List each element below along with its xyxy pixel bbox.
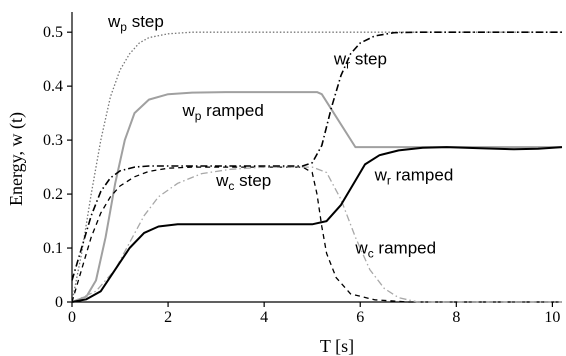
x-tick-label: 10	[544, 309, 560, 326]
annotation-label: wp ramped	[181, 101, 263, 123]
annotation-label: wr step	[333, 50, 387, 72]
series-line-wp-ramped	[71, 91, 562, 303]
y-tick-label: 0.5	[43, 24, 63, 41]
y-tick-label: 0.3	[43, 132, 63, 149]
y-tick-label: 0.1	[43, 240, 63, 257]
x-tick-label: 2	[164, 309, 172, 326]
series-line-wp-step	[71, 31, 562, 303]
ticks: 0 2 4 6 8 10 0 0.1 0.2 0.3 0.4 0.5	[43, 24, 560, 326]
annotation-label: wc step	[215, 171, 271, 193]
y-tick-label: 0	[55, 294, 63, 311]
series-line-wc-ramped	[71, 166, 562, 303]
annotation-label: wp step	[107, 12, 164, 34]
x-tick-label: 4	[260, 309, 268, 326]
x-axis-title: T [s]	[320, 336, 354, 356]
series-line-wr-ramped	[71, 146, 563, 303]
series-line-wr-step	[71, 31, 562, 281]
axes	[71, 12, 562, 303]
x-tick-label: 6	[356, 309, 364, 326]
series-line-wc-step	[71, 166, 562, 303]
annotation-label: wc ramped	[354, 238, 436, 260]
annotations: wp step wr step wp ramped wc step wr ramped w…	[107, 12, 453, 261]
x-tick-label: 0	[68, 309, 76, 326]
series-layer	[71, 31, 563, 303]
y-axis-title: Energy, w (t)	[6, 112, 27, 206]
y-tick-label: 0.2	[43, 186, 63, 203]
y-tick-label: 0.4	[43, 78, 63, 95]
annotation-label: wr ramped	[374, 166, 454, 188]
x-tick-label: 8	[452, 309, 460, 326]
